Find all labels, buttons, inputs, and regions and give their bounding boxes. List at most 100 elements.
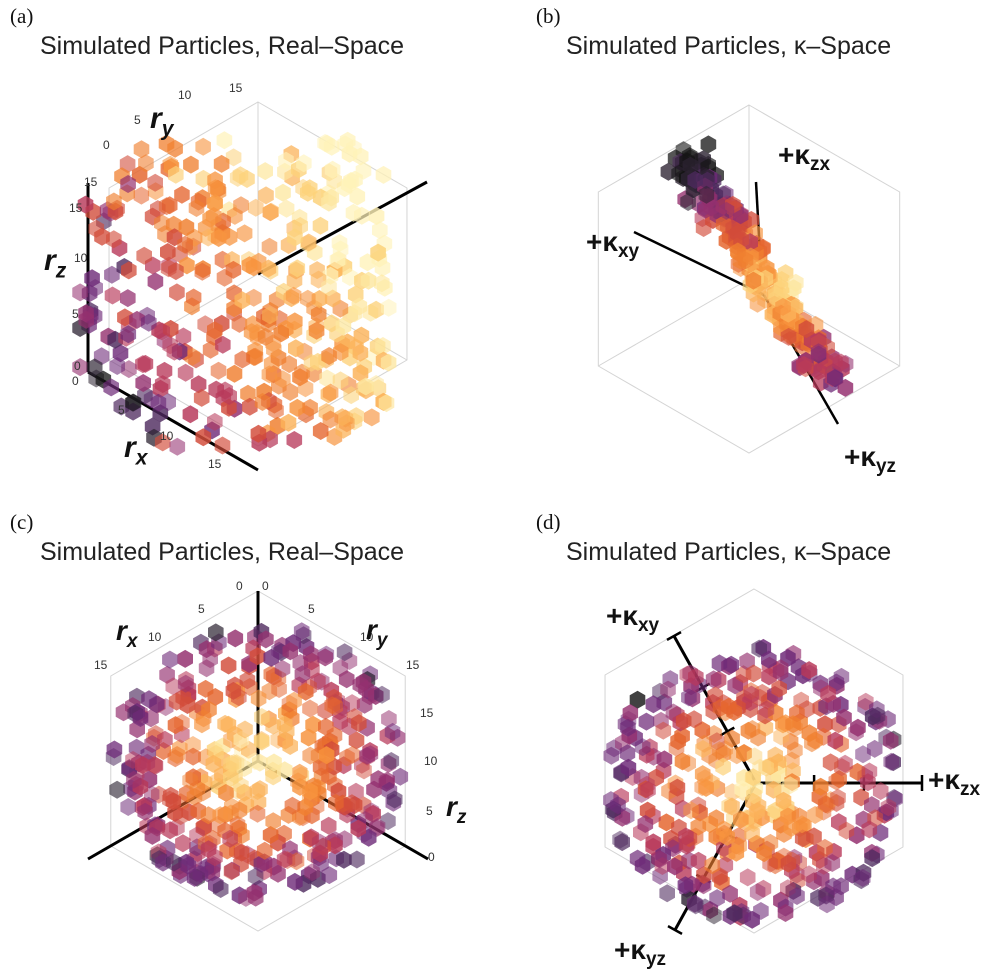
particle-point	[675, 712, 692, 730]
particle-point	[289, 398, 306, 417]
particle-point	[682, 156, 699, 175]
particle-point	[830, 788, 846, 807]
particle-point	[234, 350, 251, 369]
particle-point	[749, 883, 766, 902]
particle-point	[278, 199, 295, 218]
particle-point	[336, 643, 353, 662]
particle-point	[229, 815, 246, 834]
particle-point	[300, 233, 317, 252]
particle-point	[254, 708, 270, 726]
particle-point	[687, 171, 703, 189]
particle-point	[249, 647, 266, 666]
particle-point	[810, 331, 826, 350]
particle-point	[137, 802, 153, 821]
particle-point	[677, 876, 694, 895]
particle-point	[225, 260, 242, 279]
particle-point	[629, 690, 646, 709]
particle-point	[328, 793, 344, 812]
particle-point	[622, 704, 639, 723]
particle-point	[342, 268, 358, 287]
particle-point	[186, 868, 203, 887]
particle-point	[318, 717, 334, 736]
particle-point	[366, 780, 382, 799]
particle-point	[261, 237, 278, 256]
particle-point	[221, 387, 237, 405]
particle-point	[335, 317, 352, 336]
tick-label: 0	[74, 359, 81, 373]
particle-point	[158, 197, 175, 216]
particle-point	[234, 291, 251, 310]
particle-point	[156, 361, 173, 380]
particle-point	[207, 848, 223, 867]
particle-point	[312, 216, 329, 235]
particle-point	[214, 436, 231, 455]
particle-point	[266, 753, 282, 772]
particle-point	[640, 780, 656, 799]
particle-point	[297, 682, 314, 701]
particle-point	[286, 431, 303, 449]
tick-label: 10	[178, 88, 192, 102]
particle-point	[785, 715, 801, 734]
particle-point	[822, 753, 839, 772]
particle-point	[135, 374, 151, 392]
particle-point	[772, 663, 789, 682]
particle-point	[144, 735, 160, 753]
particle-point	[855, 745, 871, 764]
particle-point	[94, 227, 110, 246]
particle-point	[160, 243, 176, 261]
particle-point	[223, 862, 240, 881]
particle-point	[263, 648, 280, 667]
particle-point	[352, 364, 369, 383]
particle-point	[231, 801, 248, 820]
particle-point	[250, 424, 267, 443]
particle-point	[223, 754, 239, 773]
particle-point	[374, 274, 390, 293]
particle-point	[723, 655, 739, 674]
particle-point	[775, 297, 791, 316]
particle-point	[166, 853, 182, 872]
particle-point	[282, 737, 298, 755]
particle-point	[284, 796, 301, 815]
particle-point	[817, 715, 833, 734]
particle-point	[836, 708, 852, 727]
axis-label-rz: rz	[446, 791, 467, 828]
particle-point	[724, 797, 740, 816]
particle-point	[154, 214, 170, 233]
particle-point	[753, 902, 769, 920]
particle-point	[180, 856, 196, 875]
tick-label: 15	[229, 81, 243, 95]
particle-point	[154, 322, 170, 341]
particle-point	[137, 354, 154, 373]
particle-point	[739, 652, 755, 671]
particle-point	[200, 806, 217, 825]
particle-point	[242, 397, 258, 416]
particle-point	[368, 207, 385, 225]
particle-point	[882, 731, 899, 750]
particle-point	[248, 198, 264, 217]
particle-point	[125, 751, 141, 769]
particle-point	[202, 340, 219, 359]
particle-point	[262, 826, 279, 844]
particle-point	[300, 728, 317, 747]
particle-point	[658, 813, 675, 832]
particle-point	[213, 154, 230, 173]
tick-label: 5	[118, 403, 125, 417]
axis-kxy	[633, 230, 765, 297]
axis-label-rx: rx	[124, 431, 149, 470]
particle-point	[275, 370, 291, 389]
panel-b-label: (b)	[536, 4, 561, 28]
particle-point	[254, 732, 270, 751]
tick-label: 10	[74, 251, 88, 265]
particle-point	[141, 313, 157, 332]
panel-c-title: Simulated Particles, Real–Space	[40, 538, 405, 566]
particle-point	[167, 716, 184, 735]
particle-point	[302, 398, 318, 417]
particle-point	[165, 215, 182, 234]
particle-point	[798, 320, 815, 339]
particle-point	[751, 639, 767, 658]
particle-point	[280, 413, 297, 432]
particle-point	[344, 694, 360, 713]
tick-label: 0	[262, 579, 269, 593]
particle-point	[201, 700, 217, 719]
tick-label: 15	[208, 457, 222, 471]
